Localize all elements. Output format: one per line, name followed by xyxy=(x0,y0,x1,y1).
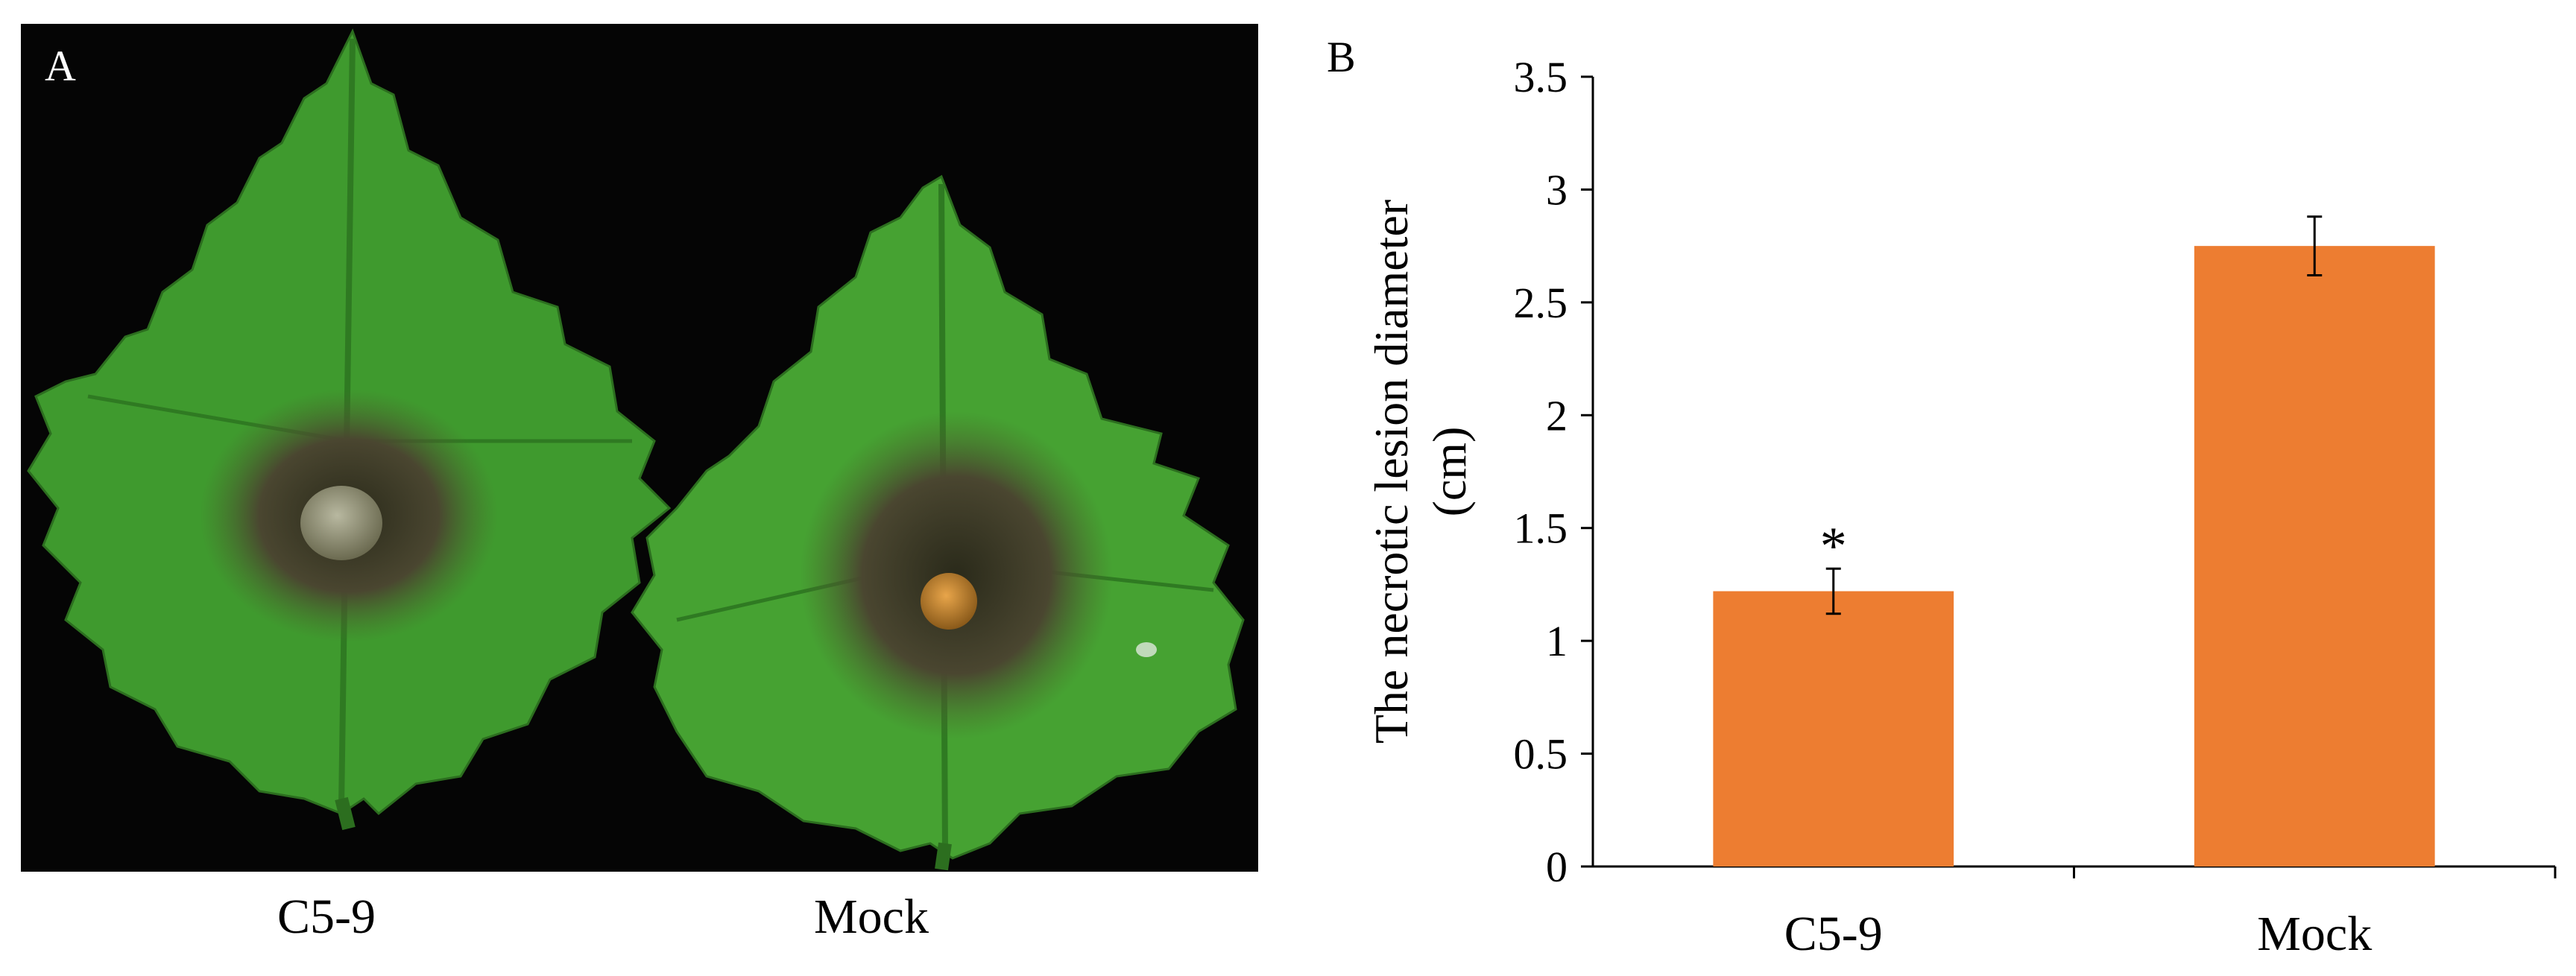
chart-labels: 0 0.5 1 1.5 2 2.5 3 3.5 * C5-9 Mock xyxy=(1514,53,2373,961)
leaf-mock xyxy=(631,174,1245,871)
leaf-mock-droplet xyxy=(921,573,977,630)
significance-asterisk: * xyxy=(1820,516,1847,576)
y-tick-label: 2.5 xyxy=(1514,279,1568,327)
x-tick-label-mock: Mock xyxy=(2257,907,2372,961)
x-tick-label-c5-9: C5-9 xyxy=(1784,907,1883,961)
y-tick-label: 0.5 xyxy=(1514,730,1568,779)
leaf-c59 xyxy=(27,28,672,831)
panel-b: B 0 0.5 1 1.5 2 2.5 3 3.5 * C5-9 Mock The necrotic… xyxy=(1282,0,2576,976)
leaf-mock-water-drop xyxy=(1136,642,1157,657)
y-axis-label-line2: (cm) xyxy=(1423,427,1476,517)
leaf-caption-mock: Mock xyxy=(814,890,929,944)
lesion-bar-chart: 0 0.5 1 1.5 2 2.5 3 3.5 * C5-9 Mock The necrotic l… xyxy=(1365,53,2557,961)
leaf-caption-c59: C5-9 xyxy=(277,890,376,944)
panel-a-letter: A xyxy=(45,42,76,90)
y-tick-label: 2 xyxy=(1546,391,1568,440)
bar-c5-9 xyxy=(1713,591,1954,866)
y-tick-label: 3 xyxy=(1546,165,1568,214)
chart-bars xyxy=(1713,215,2435,867)
leaf-photograph xyxy=(21,24,1258,872)
leaf-c59-petiole xyxy=(335,796,356,831)
y-tick-label: 3.5 xyxy=(1514,53,1568,101)
leaf-c59-droplet xyxy=(300,486,382,560)
panel-a: A C5-9 Mock xyxy=(0,0,1282,976)
y-tick-label: 1 xyxy=(1546,617,1568,665)
y-tick-label: 0 xyxy=(1546,843,1568,891)
bar-mock xyxy=(2194,246,2435,867)
y-axis-label-line1: The necrotic lesion diameter xyxy=(1365,200,1418,744)
leaf-mock-petiole xyxy=(935,842,952,871)
panel-b-letter: B xyxy=(1327,33,1356,81)
y-tick-label: 1.5 xyxy=(1514,504,1568,553)
